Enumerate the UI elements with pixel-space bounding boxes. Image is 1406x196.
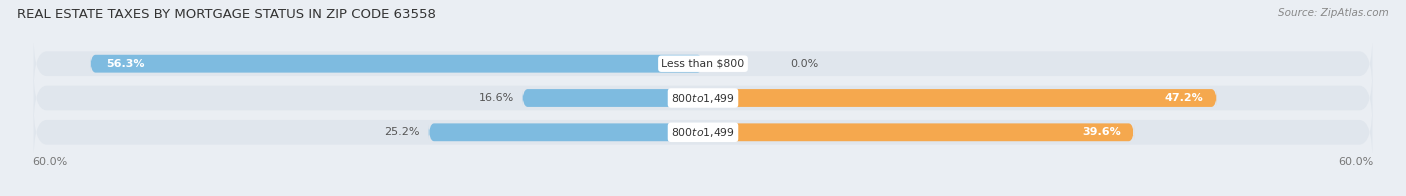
FancyBboxPatch shape xyxy=(522,89,703,107)
Text: REAL ESTATE TAXES BY MORTGAGE STATUS IN ZIP CODE 63558: REAL ESTATE TAXES BY MORTGAGE STATUS IN … xyxy=(17,8,436,21)
FancyBboxPatch shape xyxy=(429,123,703,141)
Text: 16.6%: 16.6% xyxy=(478,93,513,103)
FancyBboxPatch shape xyxy=(34,103,1372,161)
Text: 25.2%: 25.2% xyxy=(384,127,420,137)
Text: $800 to $1,499: $800 to $1,499 xyxy=(671,126,735,139)
FancyBboxPatch shape xyxy=(90,55,703,73)
Text: 47.2%: 47.2% xyxy=(1166,93,1204,103)
FancyBboxPatch shape xyxy=(703,123,1135,141)
Text: 0.0%: 0.0% xyxy=(790,59,818,69)
FancyBboxPatch shape xyxy=(34,35,1372,93)
Text: Less than $800: Less than $800 xyxy=(661,59,745,69)
FancyBboxPatch shape xyxy=(703,89,1216,107)
Text: $800 to $1,499: $800 to $1,499 xyxy=(671,92,735,104)
Text: 39.6%: 39.6% xyxy=(1083,127,1121,137)
Text: Source: ZipAtlas.com: Source: ZipAtlas.com xyxy=(1278,8,1389,18)
FancyBboxPatch shape xyxy=(34,69,1372,127)
Text: 56.3%: 56.3% xyxy=(107,59,145,69)
